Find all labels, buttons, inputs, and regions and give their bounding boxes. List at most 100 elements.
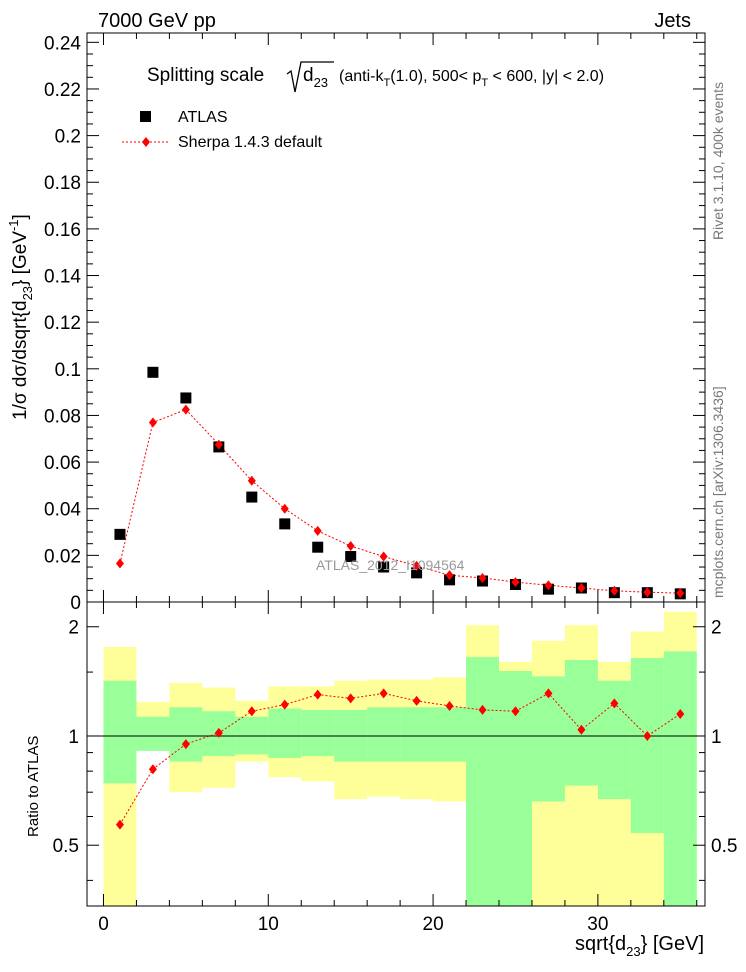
sherpa-data-point (478, 572, 487, 583)
ratio-data-point (115, 819, 124, 830)
inner-band-bin (268, 708, 302, 758)
x-tick-label: 0 (98, 914, 109, 935)
inner-band-bin (433, 707, 467, 762)
inner-band-bin (169, 707, 203, 762)
watermark: ATLAS_2012_I1094564 (316, 557, 465, 573)
sherpa-data-point (544, 580, 553, 591)
ratio-line (119, 692, 681, 825)
ratio-x-ticks: 0 10 20 30 (98, 602, 698, 935)
sherpa-data-point (412, 560, 421, 571)
title-detail: (anti-kT(1.0), 500< pT < 600, |y| < 2.0) (339, 68, 604, 89)
ratio-y-tick-label: 0.5 (53, 836, 79, 857)
sqrt-sign (286, 61, 334, 93)
main-y-tick-label: 0.2 (55, 127, 81, 148)
ratio-y-tick-label: 2 (68, 618, 79, 639)
ratio-data-point (280, 699, 289, 710)
sherpa-data-point (115, 558, 124, 569)
main-y-tick-label: 0.1 (55, 360, 81, 381)
inner-band-bin (466, 657, 499, 906)
inner-band-bin (630, 658, 664, 834)
sherpa-data-point (181, 404, 190, 415)
atlas-data-point (114, 528, 126, 540)
x-tick-label: 10 (258, 914, 279, 935)
main-y-tick-label: 0.16 (44, 220, 81, 241)
main-panel: 0 0.02 0.04 0.06 0.08 0.1 0.12 0.14 0.16 0.18 0.2 0… (44, 32, 706, 614)
main-y-tick-label: 0 (70, 593, 81, 614)
ratio-data-point (181, 739, 190, 750)
x-tick-label: 30 (587, 914, 608, 935)
ratio-data-point (676, 708, 685, 719)
atlas-data-point (246, 491, 258, 503)
ratio-panel: 0.5 0.5 1 1 2 2 0 10 20 30 (53, 601, 737, 935)
sherpa-data-point (445, 570, 454, 581)
title-sqrt-sub: 23 (314, 75, 328, 90)
main-y-tick-label: 0.12 (44, 313, 81, 334)
inner-band-bin (400, 707, 434, 762)
mc-markers (115, 404, 685, 599)
ratio-data-point (379, 688, 388, 699)
sherpa-data-point (577, 583, 586, 594)
inner-band-bin (367, 707, 401, 762)
sherpa-data-point (214, 439, 223, 450)
legend-mc-marker (142, 137, 150, 147)
main-y-tick-label: 0.06 (44, 453, 81, 474)
atlas-data-point (180, 392, 192, 404)
ratio-frame (86, 601, 706, 907)
mcplots-label: mcplots.cern.ch [arXiv:1306.3436] (710, 386, 726, 598)
atlas-data-point (279, 518, 291, 530)
legend-data-marker (140, 111, 151, 122)
legend-mc-label: Sherpa 1.4.3 default (178, 134, 323, 151)
main-y-tick-label: 0.02 (44, 546, 81, 567)
ratio-data-point (148, 764, 157, 775)
ratio-data-point (643, 730, 652, 741)
legend-data-label: ATLAS (178, 109, 228, 126)
ratio-data-point (247, 706, 256, 717)
sherpa-data-point (511, 577, 520, 588)
main-y-tick-label: 0.08 (44, 406, 81, 427)
sherpa-data-point (148, 417, 157, 428)
ratio-y-ticks: 0.5 0.5 1 1 2 2 (53, 618, 737, 881)
sherpa-data-point (247, 475, 256, 486)
sherpa-data-point (379, 551, 388, 562)
category-label: Jets (654, 10, 691, 32)
ratio-data-point (445, 700, 454, 711)
atlas-data-point (378, 561, 390, 573)
ratio-data-point (412, 695, 421, 706)
main-y-label: 1/σ dσ/dsqrt{d23} [GeV-1] (6, 214, 35, 420)
ratio-data-point (610, 698, 619, 709)
ratio-y-tick-label-right: 1 (711, 727, 722, 748)
main-y-tick-label: 0.22 (44, 80, 81, 101)
main-y-tick-label: 0.24 (44, 33, 81, 54)
atlas-data-point (312, 541, 324, 553)
sherpa-data-point (610, 585, 619, 596)
sherpa-data-point (643, 587, 652, 598)
sherpa-data-point (313, 525, 322, 536)
x-axis-label: sqrt{d23} [GeV] (575, 933, 704, 959)
energy-label: 7000 GeV pp (98, 10, 216, 32)
inner-band-bin (103, 680, 137, 784)
ratio-data-point (478, 704, 487, 715)
title-sqrt-arg: d23 (303, 65, 328, 90)
ratio-line-group (119, 692, 681, 825)
legend: ATLAS Sherpa 1.4.3 default (122, 109, 323, 151)
sherpa-data-point (676, 588, 685, 599)
title-prefix: Splitting scale (147, 65, 264, 86)
main-y-tick-label: 0.04 (44, 500, 81, 521)
x-tick-label: 20 (423, 914, 444, 935)
main-y-tick-label: 0.18 (44, 173, 81, 194)
ratio-data-point (577, 724, 586, 735)
inner-band-bin (564, 659, 598, 786)
atlas-data-point (411, 567, 423, 579)
sherpa-data-point (346, 541, 355, 552)
ratio-data-point (346, 693, 355, 704)
ratio-y-label: Ratio to ATLAS (25, 736, 42, 837)
ratio-data-point (313, 689, 322, 700)
ratio-data-point (511, 706, 520, 717)
ratio-y-tick-label: 1 (68, 727, 79, 748)
rivet-label: Rivet 3.1.10, 400k events (710, 82, 726, 240)
ratio-markers (115, 688, 685, 830)
ratio-data-point (544, 688, 553, 699)
inner-band-bin (301, 709, 335, 757)
ratio-data-point (214, 727, 223, 738)
